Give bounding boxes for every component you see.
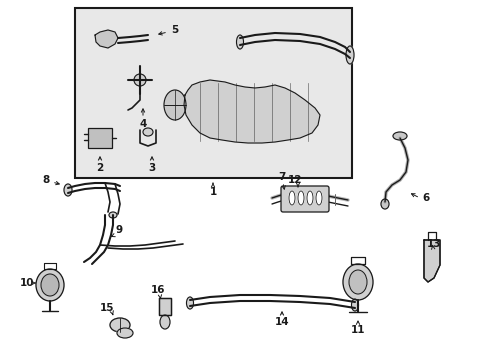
Ellipse shape bbox=[41, 274, 59, 296]
Text: 9: 9 bbox=[115, 225, 122, 235]
Ellipse shape bbox=[110, 318, 130, 332]
Text: 5: 5 bbox=[171, 25, 178, 35]
Ellipse shape bbox=[134, 74, 146, 86]
Text: 13: 13 bbox=[426, 239, 440, 249]
FancyBboxPatch shape bbox=[281, 186, 328, 212]
Ellipse shape bbox=[348, 270, 366, 294]
Text: 10: 10 bbox=[20, 278, 34, 288]
Ellipse shape bbox=[142, 128, 153, 136]
FancyBboxPatch shape bbox=[88, 128, 112, 148]
Ellipse shape bbox=[346, 46, 353, 64]
Ellipse shape bbox=[288, 191, 294, 205]
Ellipse shape bbox=[297, 191, 304, 205]
Ellipse shape bbox=[64, 184, 72, 196]
Text: 8: 8 bbox=[42, 175, 49, 185]
Ellipse shape bbox=[236, 35, 243, 49]
Text: 14: 14 bbox=[274, 317, 289, 327]
Ellipse shape bbox=[36, 269, 64, 301]
Text: 7: 7 bbox=[278, 172, 285, 182]
Text: 15: 15 bbox=[100, 303, 114, 313]
Text: 11: 11 bbox=[350, 325, 365, 335]
Polygon shape bbox=[183, 80, 319, 143]
Ellipse shape bbox=[186, 297, 193, 309]
Ellipse shape bbox=[351, 299, 358, 311]
Text: 3: 3 bbox=[148, 163, 155, 173]
Ellipse shape bbox=[117, 328, 133, 338]
Text: 12: 12 bbox=[287, 175, 302, 185]
Ellipse shape bbox=[163, 90, 185, 120]
Polygon shape bbox=[95, 30, 118, 48]
Text: 6: 6 bbox=[422, 193, 429, 203]
Ellipse shape bbox=[315, 191, 321, 205]
Ellipse shape bbox=[392, 132, 406, 140]
Ellipse shape bbox=[380, 199, 388, 209]
Ellipse shape bbox=[342, 264, 372, 300]
Text: 16: 16 bbox=[150, 285, 165, 295]
Text: 1: 1 bbox=[209, 187, 216, 197]
Text: 4: 4 bbox=[139, 119, 146, 129]
Ellipse shape bbox=[306, 191, 312, 205]
Ellipse shape bbox=[160, 315, 170, 329]
Ellipse shape bbox=[109, 212, 117, 218]
Polygon shape bbox=[423, 240, 439, 282]
Text: 2: 2 bbox=[96, 163, 103, 173]
Polygon shape bbox=[159, 298, 171, 315]
Bar bbox=[75, 8, 351, 178]
